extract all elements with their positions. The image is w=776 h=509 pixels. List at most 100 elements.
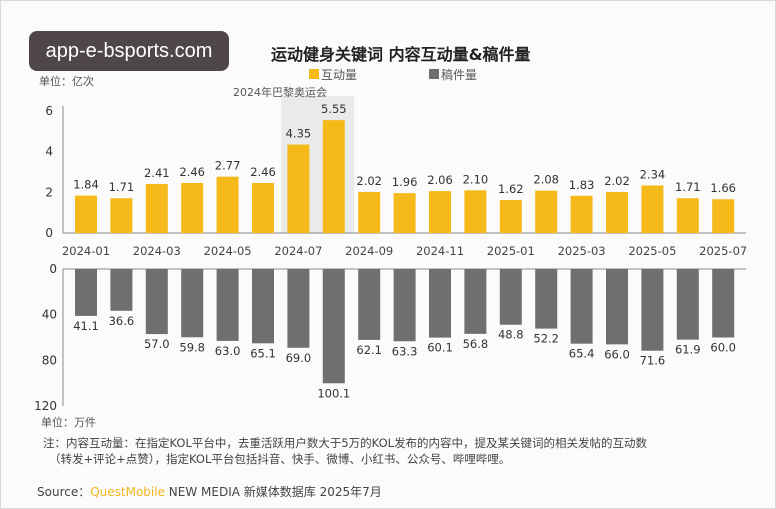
posts-bar [641, 269, 664, 351]
posts-value-label: 69.0 [286, 351, 312, 365]
chart-title: 运动健身关键词 内容互动量&稿件量 [271, 45, 531, 64]
posts-bar [252, 269, 274, 344]
bottom-unit-label: 单位：万件 [41, 416, 96, 429]
posts-value-label: 48.8 [498, 328, 524, 342]
interaction-value-label: 1.96 [392, 175, 418, 189]
bottom-y-tick: 120 [34, 399, 57, 413]
legend-swatch-gray [429, 69, 439, 79]
posts-value-label: 65.1 [250, 346, 276, 360]
interaction-bar [641, 185, 664, 233]
posts-bar [393, 269, 416, 342]
interaction-value-label: 2.77 [215, 159, 241, 173]
legend-swatch-yellow [309, 69, 319, 79]
posts-value-label: 63.0 [215, 344, 241, 358]
posts-bar [676, 269, 699, 340]
interaction-value-label: 2.02 [356, 174, 382, 188]
interaction-bar [287, 144, 310, 233]
interaction-value-label: 2.08 [533, 173, 559, 187]
x-tick-label: 2024-09 [345, 244, 393, 258]
top-y-tick: 2 [45, 185, 53, 199]
interaction-bar [464, 190, 487, 233]
x-tick-label: 2024-11 [416, 244, 464, 258]
interaction-value-label: 2.41 [144, 166, 170, 180]
posts-bar [181, 269, 204, 338]
interaction-value-label: 4.35 [286, 127, 312, 141]
posts-value-label: 59.8 [179, 340, 205, 354]
posts-bar [216, 269, 239, 341]
source-prefix: Source： [37, 485, 91, 499]
posts-value-label: 41.1 [73, 319, 99, 333]
posts-bar [429, 269, 451, 338]
posts-bar [499, 269, 522, 325]
posts-value-label: 52.2 [533, 332, 559, 346]
interaction-value-label: 1.83 [569, 178, 595, 192]
top-y-tick: 0 [45, 226, 53, 240]
olympics-annotation: 2024年巴黎奥运会 [233, 86, 327, 99]
posts-value-label: 60.1 [427, 341, 453, 355]
posts-value-label: 71.6 [640, 354, 666, 368]
interaction-value-label: 2.02 [604, 174, 630, 188]
bottom-y-tick: 40 [42, 308, 57, 322]
source: Source：QuestMobile NEW MEDIA 新媒体数据库 2025… [37, 483, 382, 500]
posts-bar [464, 269, 487, 334]
posts-value-label: 57.0 [144, 337, 170, 351]
posts-bar [712, 269, 735, 338]
x-tick-label: 2025-07 [699, 244, 747, 258]
posts-value-label: 60.0 [710, 341, 736, 355]
interaction-bar [499, 200, 522, 233]
legend-interaction: 互动量 [309, 66, 357, 83]
interaction-bar [75, 195, 97, 233]
posts-bar [606, 269, 628, 345]
posts-bar [535, 269, 558, 329]
interaction-bar [322, 120, 345, 233]
legend-label: 稿件量 [441, 68, 478, 82]
posts-bar [145, 269, 168, 335]
x-tick-label: 2024-01 [62, 244, 110, 258]
source-brand: QuestMobile [90, 485, 165, 499]
bottom-y-tick: 0 [49, 262, 57, 276]
bottom-y-tick: 80 [42, 353, 57, 367]
posts-value-label: 100.1 [317, 386, 350, 400]
interaction-value-label: 1.71 [675, 180, 701, 194]
posts-bar [287, 269, 310, 348]
posts-bar [570, 269, 593, 344]
interaction-bar [145, 183, 168, 233]
interaction-bar [676, 198, 699, 233]
note-line: 注：内容互动量：在指定KOL平台中，去重活跃用户数大于5万的KOL发布的内容中，… [43, 436, 648, 450]
x-tick-label: 2024-03 [133, 244, 181, 258]
posts-value-label: 61.9 [675, 343, 701, 357]
footnote: 注：内容互动量：在指定KOL平台中，去重活跃用户数大于5万的KOL发布的内容中，… [43, 435, 743, 467]
interaction-value-label: 2.06 [427, 173, 453, 187]
posts-value-label: 62.1 [356, 343, 382, 357]
interaction-value-label: 1.62 [498, 182, 524, 196]
interaction-value-label: 1.66 [710, 181, 736, 195]
interaction-bar [393, 193, 416, 233]
top-unit-label: 单位：亿次 [39, 75, 94, 88]
interaction-bar [252, 182, 274, 233]
posts-value-label: 56.8 [463, 337, 489, 351]
interaction-bar [712, 199, 735, 233]
posts-bar [358, 269, 381, 340]
legend-label: 互动量 [321, 68, 358, 82]
source-rest: NEW MEDIA 新媒体数据库 2025年7月 [164, 485, 382, 499]
posts-value-label: 36.6 [109, 314, 135, 328]
interaction-value-label: 1.71 [109, 180, 135, 194]
interaction-bar [570, 195, 593, 233]
posts-bar [110, 269, 133, 311]
interaction-value-label: 2.10 [463, 172, 489, 186]
interaction-bar [358, 191, 381, 233]
x-tick-label: 2025-05 [628, 244, 676, 258]
posts-value-label: 65.4 [569, 347, 595, 361]
interaction-bar [606, 191, 628, 233]
interaction-bar [535, 190, 558, 233]
posts-value-label: 66.0 [604, 347, 630, 361]
interaction-bar [429, 191, 451, 233]
x-tick-label: 2024-07 [274, 244, 322, 258]
x-tick-label: 2025-03 [558, 244, 606, 258]
interaction-bar [216, 176, 239, 233]
x-tick-label: 2024-05 [204, 244, 252, 258]
posts-value-label: 63.3 [392, 344, 418, 358]
x-tick-label: 2025-01 [487, 244, 535, 258]
